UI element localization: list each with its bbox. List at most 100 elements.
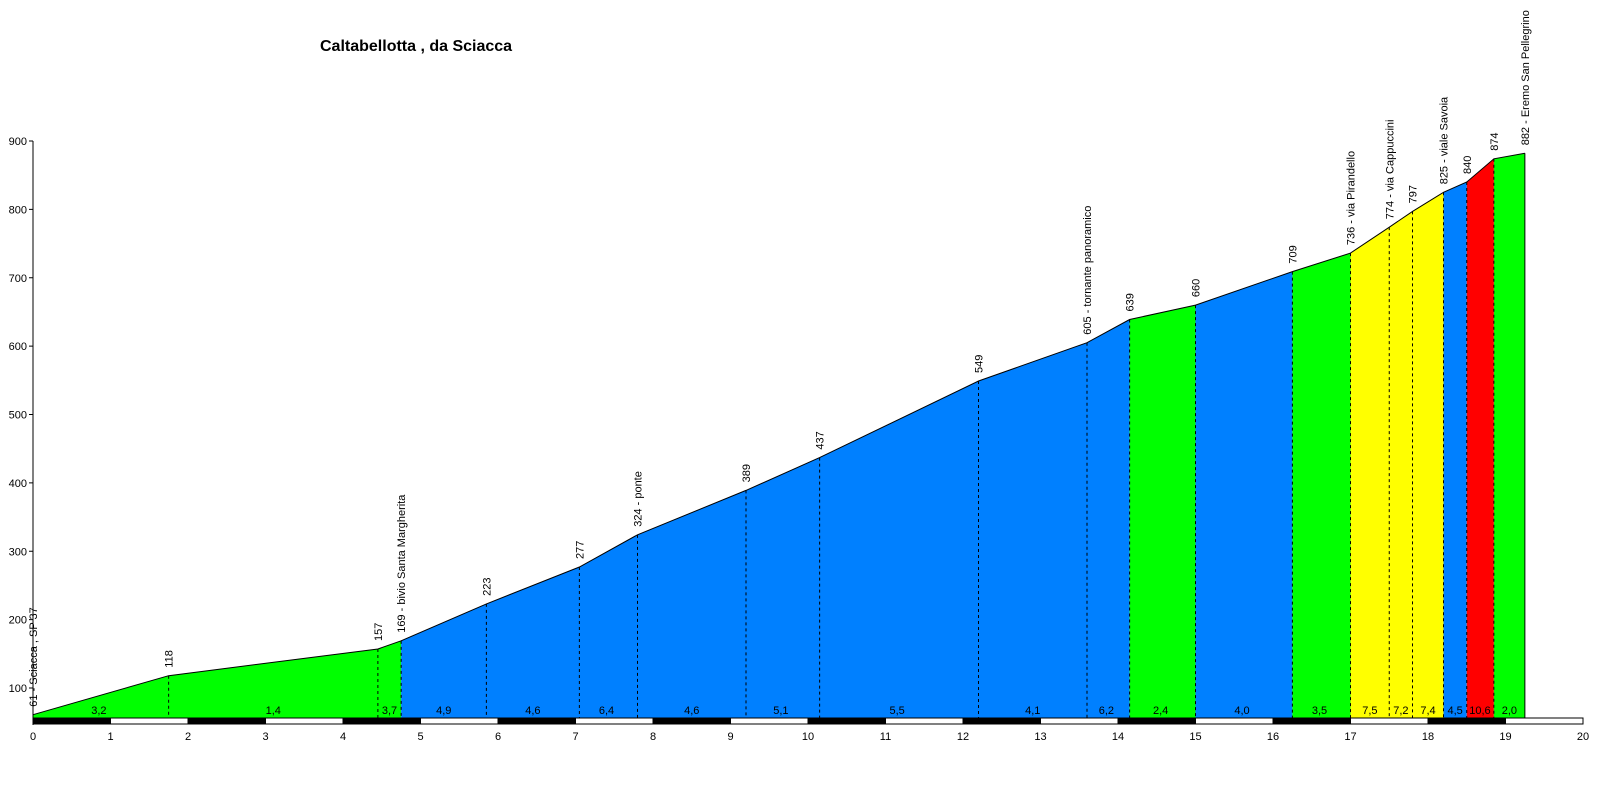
x-tick-label-10: 10 bbox=[802, 731, 814, 743]
gradient-segment-2 bbox=[401, 319, 1130, 718]
gradient-segment-8 bbox=[1466, 158, 1494, 719]
scale-bar-km-14 bbox=[1117, 717, 1196, 725]
scale-bar-km-5 bbox=[420, 717, 499, 725]
gradient-label-4: 4,9 bbox=[436, 705, 451, 717]
gradient-segment-5 bbox=[1292, 253, 1351, 718]
gradient-label-17: 7,4 bbox=[1420, 705, 1435, 717]
gradient-fill-layer bbox=[33, 153, 1525, 719]
x-tick-label-12: 12 bbox=[957, 731, 969, 743]
gradient-label-5: 4,6 bbox=[525, 705, 540, 717]
gradient-label-3: 3,7 bbox=[382, 705, 397, 717]
gradient-label-20: 2,0 bbox=[1502, 705, 1517, 717]
x-tick-label-1: 1 bbox=[107, 731, 113, 743]
gradient-label-13: 4,0 bbox=[1234, 705, 1249, 717]
elevation-label-4: 169 - bivio Santa Margherita bbox=[396, 494, 408, 633]
elevation-label-20: 874 bbox=[1489, 132, 1501, 150]
scale-bar-km-0 bbox=[32, 717, 111, 725]
chart-title: Caltabellotta , da Sciacca bbox=[320, 38, 513, 55]
elevation-label-15: 736 - via Pirandello bbox=[1346, 151, 1358, 245]
scale-bar-km-9 bbox=[730, 717, 809, 725]
scale-bar-km-18 bbox=[1427, 717, 1506, 725]
elevation-label-14: 709 bbox=[1287, 245, 1299, 263]
x-tick-label-7: 7 bbox=[572, 731, 578, 743]
scale-bar-km-19 bbox=[1505, 717, 1584, 725]
elevation-label-16: 774 - via Cappuccini bbox=[1384, 120, 1396, 220]
y-tick-label-300: 300 bbox=[9, 546, 27, 558]
x-tick-label-19: 19 bbox=[1499, 731, 1511, 743]
scale-bar-km-17 bbox=[1350, 717, 1429, 725]
gradient-label-18: 4,5 bbox=[1447, 705, 1462, 717]
x-tick-label-8: 8 bbox=[650, 731, 656, 743]
scale-bar-km-7 bbox=[575, 717, 654, 725]
elevation-label-9: 437 bbox=[815, 431, 827, 449]
scale-bar-km-10 bbox=[807, 717, 886, 725]
elevation-label-19: 840 bbox=[1462, 156, 1474, 174]
gradient-label-11: 6,2 bbox=[1099, 705, 1114, 717]
x-tick-label-17: 17 bbox=[1344, 731, 1356, 743]
scale-bar-km-15 bbox=[1195, 717, 1274, 725]
x-tick-label-14: 14 bbox=[1112, 731, 1124, 743]
gradient-label-15: 7,5 bbox=[1362, 705, 1377, 717]
x-tick-label-18: 18 bbox=[1422, 731, 1434, 743]
x-tick-label-2: 2 bbox=[185, 731, 191, 743]
gradient-label-6: 6,4 bbox=[599, 705, 614, 717]
elevation-label-5: 223 bbox=[481, 578, 493, 596]
x-tick-label-0: 0 bbox=[30, 731, 36, 743]
scale-bar-km-8 bbox=[652, 717, 731, 725]
x-tick-label-20: 20 bbox=[1577, 731, 1589, 743]
gradient-label-1: 3,2 bbox=[91, 705, 106, 717]
x-tick-label-9: 9 bbox=[727, 731, 733, 743]
profile-line bbox=[32, 152, 1525, 716]
x-tick-label-4: 4 bbox=[340, 731, 346, 743]
gradient-label-16: 7,2 bbox=[1393, 705, 1408, 717]
x-tick-label-16: 16 bbox=[1267, 731, 1279, 743]
elevation-label-7: 324 - ponte bbox=[633, 471, 645, 527]
scale-bar-km-1 bbox=[110, 717, 189, 725]
elevation-label-6: 277 bbox=[574, 541, 586, 559]
scale-bar-km-13 bbox=[1040, 717, 1119, 725]
elevation-label-2: 118 bbox=[164, 650, 176, 668]
y-tick-label-800: 800 bbox=[9, 204, 27, 216]
y-tick-label-400: 400 bbox=[9, 478, 27, 490]
elevation-labels-layer: 61 - Sciacca , SP 37 118 157 169 - bivio Sa… bbox=[28, 10, 1532, 707]
gradient-segment-6 bbox=[1350, 192, 1444, 719]
x-tick-label-3: 3 bbox=[262, 731, 268, 743]
scale-bar-km-2 bbox=[187, 717, 266, 725]
elevation-label-8: 389 bbox=[741, 464, 753, 482]
scale-bar-km-12 bbox=[962, 717, 1041, 725]
elevation-label-17: 797 bbox=[1408, 185, 1420, 203]
x-tick-label-5: 5 bbox=[417, 731, 423, 743]
y-tick-label-700: 700 bbox=[9, 273, 27, 285]
gradient-label-19: 10,6 bbox=[1469, 705, 1490, 717]
elevation-label-18: 825 - viale Savoia bbox=[1439, 96, 1451, 184]
elevation-label-21: 882 - Eremo San Pellegrino bbox=[1520, 10, 1532, 145]
gradient-label-8: 5,1 bbox=[773, 705, 788, 717]
scale-bar-km-4 bbox=[342, 717, 421, 725]
y-tick-label-900: 900 bbox=[9, 136, 27, 148]
gradient-segment-7 bbox=[1443, 182, 1467, 718]
gradient-label-9: 5,5 bbox=[889, 705, 904, 717]
x-tick-label-11: 11 bbox=[880, 731, 891, 743]
gradient-label-10: 4,1 bbox=[1025, 705, 1040, 717]
gradient-label-2: 1,4 bbox=[266, 705, 281, 717]
y-tick-label-100: 100 bbox=[9, 683, 27, 695]
scale-bar-km-3 bbox=[265, 717, 344, 725]
y-tick-label-200: 200 bbox=[9, 615, 27, 627]
y-tick-label-600: 600 bbox=[9, 341, 27, 353]
gradient-labels-layer: 3,2 1,4 3,7 4,9 4,6 6,4 4,6 5,1 5,5 4,1 6,2 2,4 4,0 3… bbox=[91, 705, 1517, 717]
elevation-label-11: 605 - tornante panoramico bbox=[1082, 206, 1094, 335]
scale-bar-km-16 bbox=[1272, 717, 1351, 725]
elevation-label-10: 549 bbox=[974, 355, 986, 373]
y-tick-label-500: 500 bbox=[9, 410, 27, 422]
elevation-label-12: 639 bbox=[1125, 293, 1137, 311]
axes-layer bbox=[29, 140, 34, 725]
elevation-label-1: 61 - Sciacca , SP 37 bbox=[28, 607, 40, 706]
gradient-label-7: 4,6 bbox=[684, 705, 699, 717]
elevation-label-13: 660 bbox=[1191, 279, 1203, 297]
scale-bar-km-6 bbox=[497, 717, 576, 725]
x-tick-label-15: 15 bbox=[1189, 731, 1201, 743]
gradient-segment-4 bbox=[1195, 271, 1293, 718]
gradient-segment-3 bbox=[1129, 305, 1196, 718]
